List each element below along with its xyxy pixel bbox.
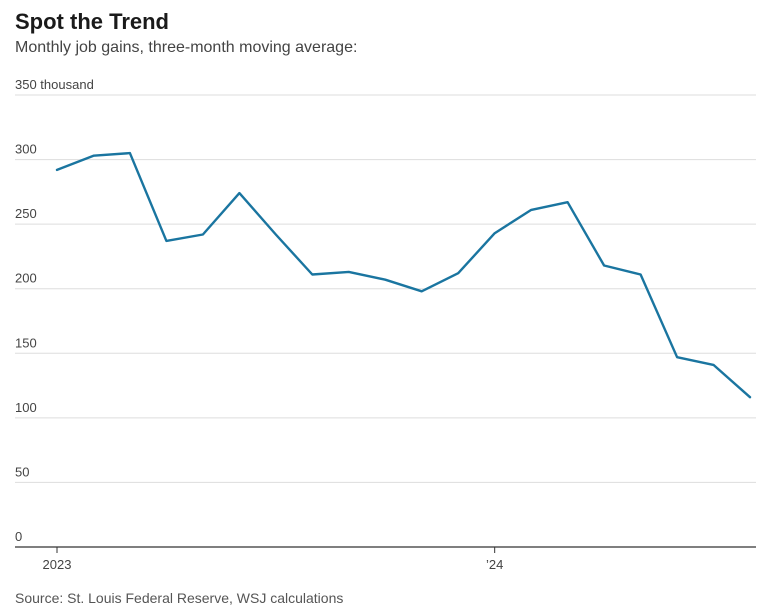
- grid-lines: [15, 94, 756, 483]
- data-point: [348, 271, 350, 273]
- data-point: [676, 356, 678, 358]
- line-chart: 350 thousand 300 250 200 150 100 50 0 2023 ’24: [15, 77, 756, 572]
- data-point: [603, 264, 605, 267]
- y-tick-label: 250: [15, 206, 37, 221]
- chart-subtitle: Monthly job gains, three-month moving av…: [15, 39, 358, 56]
- data-point: [530, 209, 532, 211]
- data-point: [494, 232, 496, 234]
- data-point: [421, 290, 423, 292]
- data-point: [311, 273, 313, 276]
- x-tick-label: ’24: [486, 557, 503, 572]
- chart-title: Spot the Trend: [15, 9, 169, 34]
- data-point: [712, 364, 715, 366]
- y-tick-label: 100: [15, 400, 37, 415]
- x-axis: 2023 ’24: [15, 546, 756, 572]
- y-tick-label: 300: [15, 142, 37, 157]
- series-line: [55, 151, 752, 399]
- data-point: [567, 201, 569, 203]
- x-tick-label: 2023: [43, 557, 72, 572]
- y-tick-label: 200: [15, 271, 37, 286]
- data-point: [749, 396, 751, 398]
- data-point: [639, 273, 642, 276]
- y-tick-label: 0: [15, 529, 22, 544]
- data-point: [92, 155, 95, 157]
- y-axis-tick-labels: 350 thousand 300 250 200 150 100 50 0: [15, 77, 94, 544]
- source-note: Source: St. Louis Federal Reserve, WSJ c…: [15, 590, 344, 606]
- y-tick-label: 50: [15, 464, 29, 479]
- data-point: [275, 233, 277, 236]
- series-layer: [55, 151, 752, 399]
- data-point: [165, 240, 168, 242]
- y-tick-label: 150: [15, 335, 37, 350]
- data-point: [384, 279, 386, 281]
- data-point: [129, 152, 131, 154]
- data-point: [238, 192, 240, 194]
- data-point: [457, 272, 459, 274]
- y-tick-label: 350 thousand: [15, 77, 94, 92]
- data-point: [202, 233, 204, 236]
- data-point: [56, 169, 58, 171]
